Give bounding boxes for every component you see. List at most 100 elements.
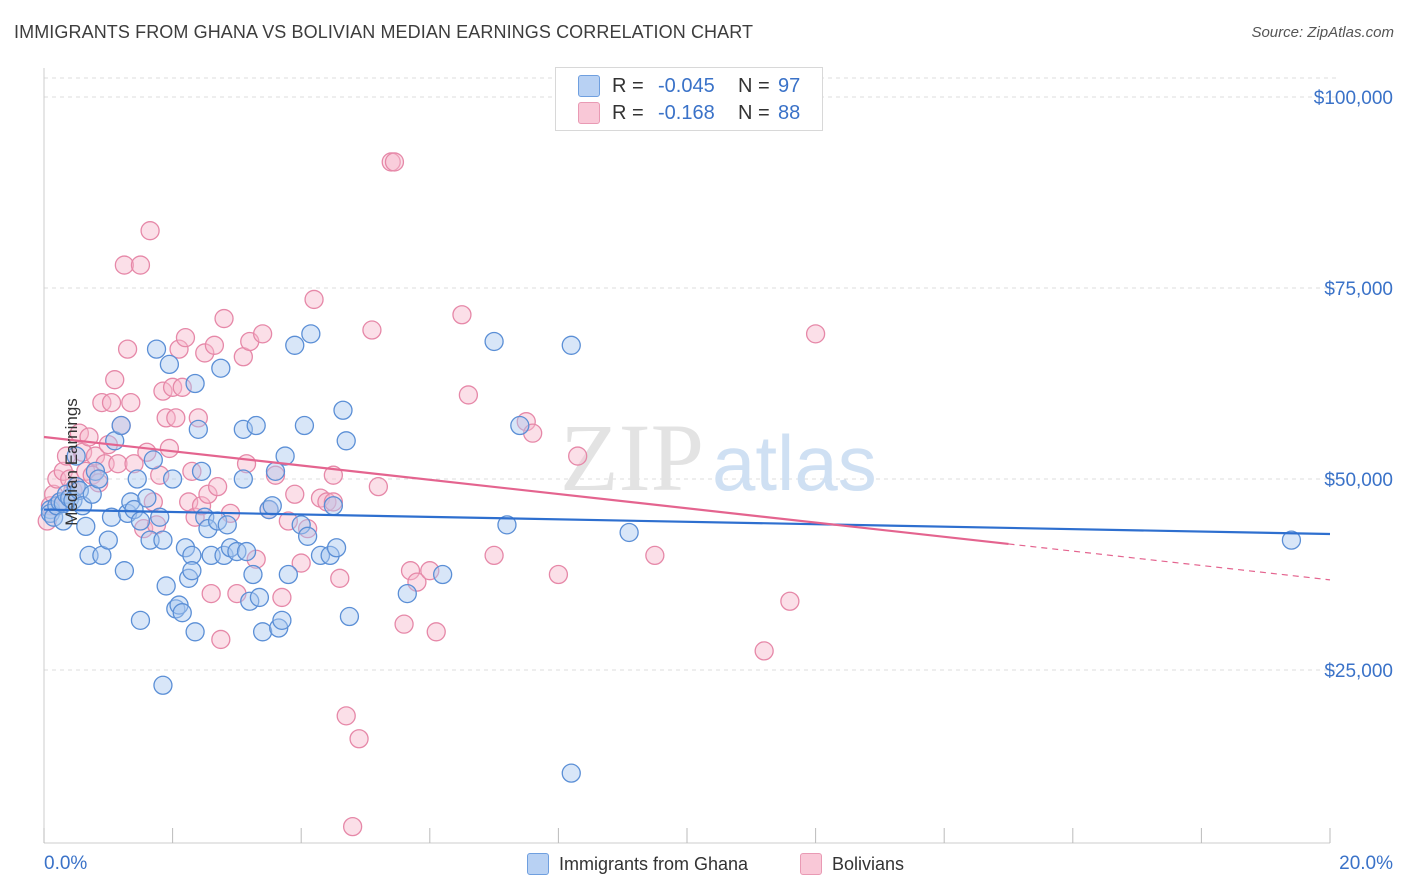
data-point-bolivia xyxy=(362,320,382,340)
data-point-bolivia xyxy=(117,339,138,359)
data-point-ghana xyxy=(497,515,517,535)
watermark: ZIP atlas xyxy=(560,404,877,511)
data-point-bolivia xyxy=(130,255,151,275)
series-bolivians xyxy=(37,152,826,837)
data-point-ghana xyxy=(182,545,202,566)
data-point-bolivia xyxy=(304,289,324,310)
data-point-bolivia xyxy=(191,496,212,516)
data-point-ghana xyxy=(114,561,135,581)
data-point-ghana xyxy=(397,583,417,604)
chart-title: IMMIGRANTS FROM GHANA VS BOLIVIAN MEDIAN… xyxy=(14,22,754,42)
data-point-bolivia xyxy=(101,392,122,413)
data-point-bolivia xyxy=(323,465,344,485)
legend-row-bolivia: R = -0.168 N = 88 xyxy=(578,100,800,126)
data-point-bolivia xyxy=(272,587,292,608)
x-tick-label: 0.0% xyxy=(44,853,87,874)
data-point-bolivia xyxy=(568,446,588,466)
data-point-ghana xyxy=(159,354,180,375)
data-point-bolivia xyxy=(384,152,405,172)
data-point-ghana xyxy=(510,415,530,436)
data-point-ghana xyxy=(76,516,96,537)
data-point-ghana xyxy=(619,522,639,543)
data-point-ghana xyxy=(243,564,263,585)
data-point-ghana xyxy=(185,373,205,394)
bottom-legend-ghana: Immigrants from Ghana xyxy=(527,852,748,876)
data-point-ghana xyxy=(323,496,344,516)
data-point-bolivia xyxy=(121,392,141,413)
bottom-legend-label-ghana: Immigrants from Ghana xyxy=(559,853,749,874)
data-point-ghana xyxy=(191,461,212,482)
data-point-ghana xyxy=(249,587,270,608)
legend-n-label: N = xyxy=(738,74,770,97)
data-point-bolivia xyxy=(159,438,180,459)
legend-row-ghana: R = -0.045 N = 97 xyxy=(578,73,800,99)
data-point-bolivia xyxy=(204,335,225,355)
data-point-bolivia xyxy=(140,221,160,241)
data-point-bolivia xyxy=(484,545,504,566)
data-point-ghana xyxy=(291,515,311,535)
data-point-ghana xyxy=(301,324,321,344)
data-point-bolivia xyxy=(198,484,218,504)
data-point-bolivia xyxy=(368,476,389,497)
data-point-bolivia xyxy=(69,423,90,443)
data-point-bolivia xyxy=(285,484,305,504)
watermark-atlas: atlas xyxy=(712,419,877,507)
data-point-ghana xyxy=(246,415,266,436)
bottom-legend-label-bolivia: Bolivians xyxy=(832,853,905,874)
data-point-ghana xyxy=(153,530,173,550)
data-point-bolivia xyxy=(166,408,186,428)
trend-line-bolivia xyxy=(43,435,1009,546)
data-point-ghana xyxy=(175,538,196,558)
data-point-bolivia xyxy=(754,641,774,661)
data-point-bolivia xyxy=(780,591,800,611)
trend-line-bolivia-extrapolated xyxy=(1008,543,1331,581)
data-point-ghana xyxy=(172,603,192,623)
data-point-bolivia xyxy=(124,454,144,474)
data-point-bolivia xyxy=(175,328,196,348)
data-point-bolivia xyxy=(114,255,135,275)
data-point-ghana xyxy=(236,541,257,562)
data-point-ghana xyxy=(278,564,298,585)
legend-n-value-bolivia: 88 xyxy=(778,101,801,124)
data-point-bolivia xyxy=(452,305,472,325)
data-point-ghana xyxy=(561,763,581,783)
data-point-bolivia xyxy=(246,549,266,569)
data-point-bolivia xyxy=(207,476,228,497)
y-tick-label: $100,000 xyxy=(1314,88,1393,109)
legend-r-value-ghana: -0.045 xyxy=(658,74,715,97)
y-tick-label: $75,000 xyxy=(1324,279,1393,300)
bottom-legend-bolivia: Bolivians xyxy=(800,852,904,876)
bottom-legend-swatch-bolivia xyxy=(800,853,822,875)
y-axis-label: Median Earnings xyxy=(61,398,81,526)
data-point-ghana xyxy=(262,496,282,516)
data-point-ghana xyxy=(1281,530,1302,550)
chart-source: Source: ZipAtlas.com xyxy=(1251,24,1394,41)
data-point-ghana xyxy=(233,469,253,489)
data-point-bolivia xyxy=(394,614,414,634)
data-point-ghana xyxy=(252,622,273,642)
data-point-ghana xyxy=(217,515,237,535)
data-point-ghana xyxy=(188,419,208,439)
data-point-ghana xyxy=(130,610,151,630)
data-point-bolivia xyxy=(188,408,208,428)
data-point-bolivia xyxy=(211,629,231,650)
data-point-ghana xyxy=(297,526,318,546)
data-point-ghana xyxy=(333,400,353,420)
series-ghana xyxy=(40,324,1302,783)
data-point-ghana xyxy=(156,576,176,596)
data-point-ghana xyxy=(66,446,86,466)
data-point-ghana xyxy=(153,675,173,695)
data-point-ghana xyxy=(162,469,183,489)
legend-r-label: R = xyxy=(612,74,644,97)
data-point-bolivia xyxy=(108,454,128,474)
data-point-ghana xyxy=(130,511,151,531)
data-point-bolivia xyxy=(169,339,189,359)
data-point-bolivia xyxy=(53,461,73,482)
legend-n-value-ghana: 97 xyxy=(778,74,801,97)
axes xyxy=(43,68,1331,844)
data-point-ghana xyxy=(185,622,205,642)
data-point-ghana xyxy=(326,538,347,558)
data-point-bolivia xyxy=(252,324,273,344)
data-point-ghana xyxy=(339,606,360,627)
